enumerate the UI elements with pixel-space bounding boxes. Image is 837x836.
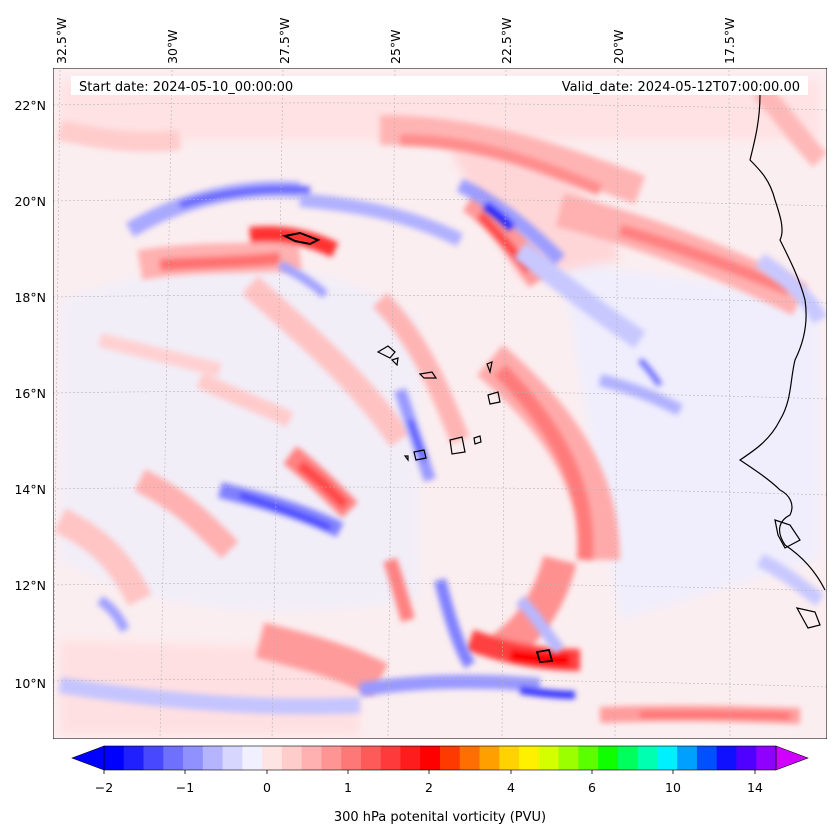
colorbar-cells (104, 746, 777, 770)
colorbar-title: 300 hPa potenital vorticity (PVU) (334, 810, 546, 825)
map-panel (53, 68, 827, 739)
colorbar-cell (538, 746, 559, 770)
colorbar-cell (756, 746, 777, 770)
pv-positive-anomalies (54, 82, 827, 724)
lat-label: 16°N (14, 386, 46, 401)
colorbar-tick-label: 1 (344, 780, 352, 795)
colorbar-cell (677, 746, 698, 770)
colorbar-tick-label: −1 (176, 780, 194, 795)
colorbar-tick-label: 4 (507, 780, 515, 795)
colorbar-cell (637, 746, 658, 770)
lon-label: 17.5°W (722, 18, 737, 64)
colorbar-cell (281, 746, 303, 770)
lat-label: 22°N (14, 98, 46, 113)
colorbar-cell (400, 746, 421, 770)
cape-verde-islands (376, 345, 396, 359)
colorbar-cell (380, 746, 401, 770)
colorbar-extend-high (775, 745, 809, 771)
colorbar-cell (123, 746, 144, 770)
colorbar-frame (103, 745, 777, 771)
colorbar-tick-labels: −2 −1 0 1 2 4 6 10 14 (95, 780, 763, 795)
longitude-labels: 32.5°W 30°W 27.5°W 25°W 22.5°W 20°W 17.5… (54, 18, 737, 64)
lon-label: 32.5°W (54, 18, 69, 64)
colorbar-tick-label: 0 (263, 780, 271, 795)
colorbar-extend-low (71, 745, 105, 771)
colorbar-cell (598, 746, 619, 770)
colorbar-tick-label: 2 (425, 780, 433, 795)
lon-label: 22.5°W (499, 18, 514, 64)
date-header: Start date: 2024-05-10_00:00:00 Valid_da… (71, 76, 808, 95)
lat-label: 12°N (14, 578, 46, 593)
lon-label: 27.5°W (277, 18, 292, 64)
colorbar-cell (420, 746, 441, 770)
colorbar-cell (222, 746, 243, 770)
pv-negative-anomalies (58, 178, 827, 715)
lon-label: 30°W (165, 29, 180, 64)
colorbar-cell (519, 746, 540, 770)
colorbar-cell (360, 746, 382, 770)
colorbar-cell (558, 746, 579, 770)
colorbar-tick-label: −2 (95, 780, 113, 795)
colorbar-cell (183, 746, 204, 770)
colorbar-cell (341, 746, 362, 770)
colorbar-cell (143, 746, 164, 770)
lon-label: 20°W (611, 29, 626, 64)
colorbar-cell (499, 746, 520, 770)
colorbar-cell (262, 746, 283, 770)
lon-label: 25°W (388, 29, 403, 64)
graticule (53, 69, 827, 739)
colorbar-cell (657, 746, 678, 770)
colorbar-cell (202, 746, 223, 770)
lat-label: 14°N (14, 482, 46, 497)
colorbar-ticks (103, 770, 756, 774)
lat-label: 10°N (14, 676, 46, 691)
colorbar-tick-label: 10 (665, 780, 681, 795)
colorbar-cell (242, 746, 263, 770)
latitude-labels: 22°N 20°N 18°N 16°N 14°N 12°N 10°N (14, 98, 46, 691)
colorbar-cell (578, 746, 599, 770)
lat-label: 20°N (14, 194, 46, 209)
colorbar-cell (104, 746, 125, 770)
africa-coastline (738, 94, 826, 591)
lat-label: 18°N (14, 290, 46, 305)
start-date-label: Start date: 2024-05-10_00:00:00 (79, 80, 293, 95)
colorbar-cell (479, 746, 500, 770)
colorbar-tick-label: 14 (747, 780, 763, 795)
colorbar-cell (301, 746, 322, 770)
colorbar-tick-label: 6 (588, 780, 596, 795)
colorbar-cell (696, 746, 718, 770)
valid-date-label: Valid_date: 2024-05-12T07:00:00.00 (562, 80, 800, 95)
colorbar-cell (716, 746, 737, 770)
colorbar-cell (459, 746, 480, 770)
coastlines (281, 94, 826, 663)
date-header-box (71, 76, 808, 95)
colorbar-cell (321, 746, 342, 770)
colorbar-cell (163, 746, 184, 770)
colorbar-cell (617, 746, 639, 770)
colorbar: −2 −1 0 1 2 4 6 10 14 300 hPa potenital … (71, 745, 809, 825)
colorbar-cell (440, 746, 461, 770)
colorbar-cell (736, 746, 757, 770)
